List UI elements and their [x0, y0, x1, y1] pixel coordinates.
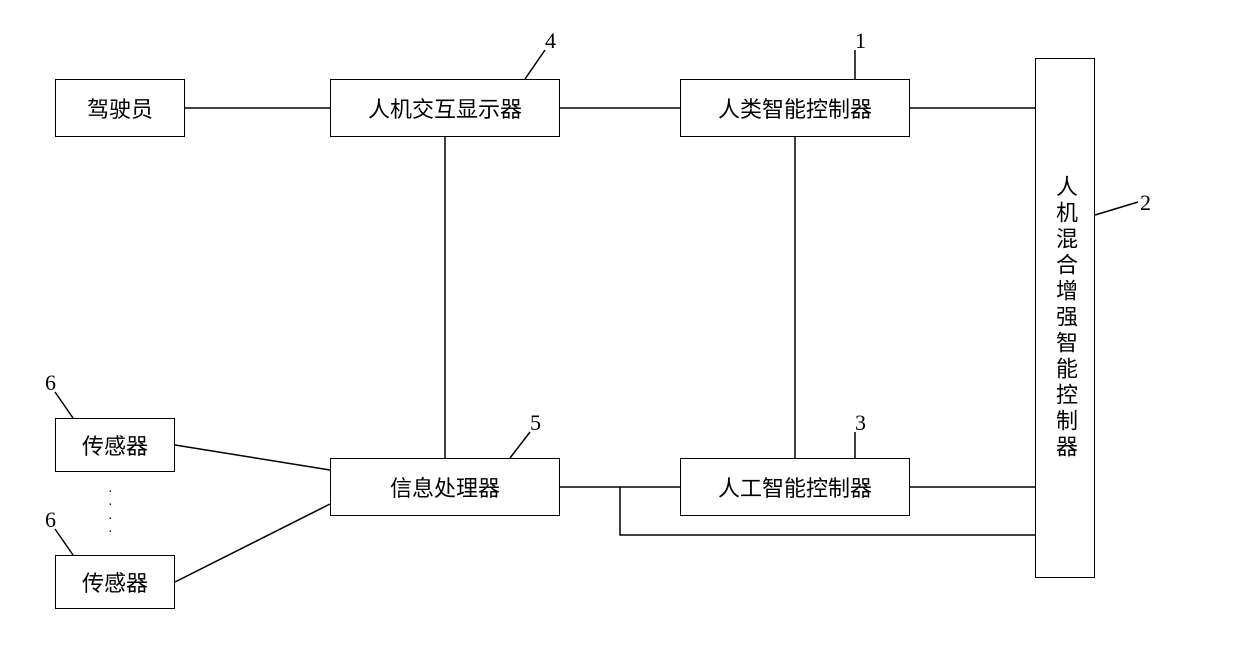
diagram-canvas: 驾驶员 人机交互显示器 人类智能控制器 人机混合增强智能控制器 信息处理器 人工… [0, 0, 1239, 662]
node-sensor-2: 传感器 [55, 555, 175, 609]
node-info-processor: 信息处理器 [330, 458, 560, 516]
ref-label-5: 5 [530, 410, 541, 436]
node-ai-controller-label: 人工智能控制器 [718, 471, 872, 503]
ref-label-4: 4 [545, 28, 556, 54]
ref-label-1: 1 [855, 28, 866, 54]
ref-label-2: 2 [1140, 190, 1151, 216]
node-hmi-label: 人机交互显示器 [368, 92, 522, 124]
ref-label-6b: 6 [45, 507, 56, 533]
node-ai-controller: 人工智能控制器 [680, 458, 910, 516]
node-sensor-1-label: 传感器 [82, 429, 148, 461]
node-hybrid-controller: 人机混合增强智能控制器 [1035, 58, 1095, 578]
node-driver: 驾驶员 [55, 79, 185, 137]
node-sensor-1: 传感器 [55, 418, 175, 472]
node-info-processor-label: 信息处理器 [390, 471, 500, 503]
node-driver-label: 驾驶员 [87, 92, 153, 124]
ref-label-6a: 6 [45, 370, 56, 396]
sensor-ellipsis: ···· [108, 486, 113, 540]
node-sensor-2-label: 传感器 [82, 566, 148, 598]
ref-label-3: 3 [855, 410, 866, 436]
node-hybrid-controller-label: 人机混合增强智能控制器 [1049, 175, 1081, 461]
node-human-controller: 人类智能控制器 [680, 79, 910, 137]
node-hmi: 人机交互显示器 [330, 79, 560, 137]
node-human-controller-label: 人类智能控制器 [718, 92, 872, 124]
